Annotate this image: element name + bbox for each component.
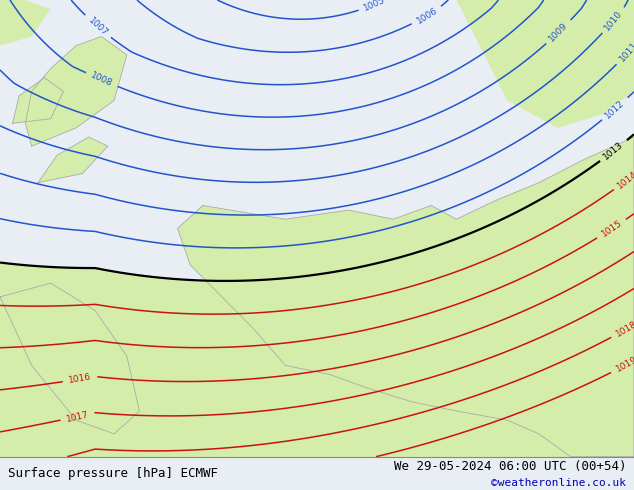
Text: 1016: 1016 [68,372,92,385]
Text: 1012: 1012 [604,98,626,120]
Text: 1006: 1006 [415,6,439,25]
Text: 1019: 1019 [614,355,634,374]
Text: 1007: 1007 [86,16,109,38]
Text: 1014: 1014 [616,169,634,190]
Text: 1013: 1013 [602,140,625,162]
Text: 1017: 1017 [65,410,90,423]
Polygon shape [0,283,139,434]
Polygon shape [13,77,63,123]
Polygon shape [38,137,108,183]
Polygon shape [0,0,51,46]
Text: 1008: 1008 [89,71,114,89]
Text: 1015: 1015 [600,219,624,239]
Polygon shape [456,0,634,128]
Text: Surface pressure [hPa] ECMWF: Surface pressure [hPa] ECMWF [8,467,217,480]
Text: 1018: 1018 [614,319,634,339]
Text: 1011: 1011 [618,41,634,64]
Text: 1005: 1005 [363,0,387,13]
Polygon shape [178,137,634,457]
Text: 1010: 1010 [603,9,624,32]
Polygon shape [25,37,127,146]
Text: 1009: 1009 [547,21,570,44]
Text: ©weatheronline.co.uk: ©weatheronline.co.uk [491,478,626,488]
Text: We 29-05-2024 06:00 UTC (00+54): We 29-05-2024 06:00 UTC (00+54) [394,460,626,472]
